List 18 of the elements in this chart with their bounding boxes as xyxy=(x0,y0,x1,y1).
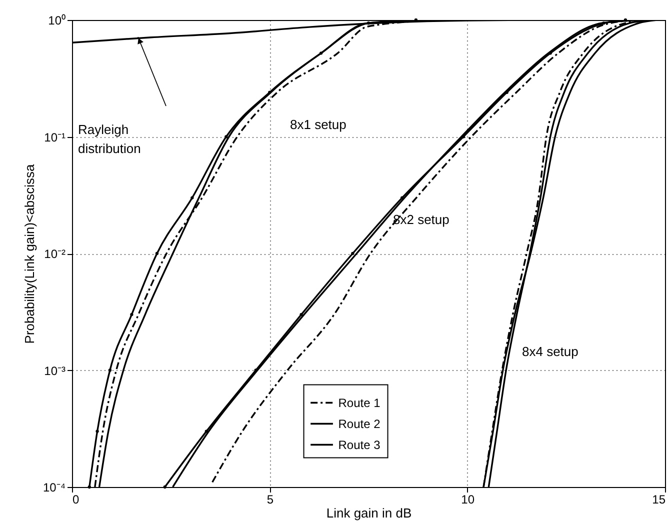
x-tick-label: 10 xyxy=(461,492,475,506)
y-tick-label: 10⁻¹ xyxy=(44,130,66,144)
y-axis-title: Probability(Link gain)<abscissa xyxy=(22,163,37,344)
y-tick-label: 10⁻⁴ xyxy=(42,480,66,494)
y-tick-label: 10⁻³ xyxy=(44,364,66,378)
x-tick-label: 15 xyxy=(652,492,666,506)
y-tick-label: 10⁻² xyxy=(44,247,66,261)
annotation: 8x2 setup xyxy=(393,212,450,227)
legend-label: Route 2 xyxy=(338,416,381,431)
annotation: Rayleigh distribution xyxy=(78,122,141,156)
x-tick-label: 0 xyxy=(72,492,80,506)
legend-label: Route 3 xyxy=(338,438,381,452)
x-tick-label: 5 xyxy=(266,492,274,506)
x-axis-title: Link gain in dB xyxy=(326,506,412,520)
legend-label: Route 1 xyxy=(338,396,381,410)
annotation: 8x4 setup xyxy=(522,344,578,359)
y-tick-label: 10⁰ xyxy=(48,14,66,28)
annotation: 8x1 setup xyxy=(290,117,346,132)
